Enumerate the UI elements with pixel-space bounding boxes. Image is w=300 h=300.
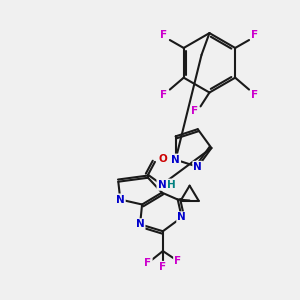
Text: F: F bbox=[160, 89, 167, 100]
Text: F: F bbox=[174, 256, 181, 266]
Text: F: F bbox=[251, 89, 259, 100]
Text: N: N bbox=[158, 180, 166, 190]
Text: N: N bbox=[171, 155, 180, 165]
Text: F: F bbox=[160, 30, 167, 40]
Text: F: F bbox=[145, 258, 152, 268]
Text: H: H bbox=[167, 180, 176, 190]
Text: N: N bbox=[194, 162, 202, 172]
Text: N: N bbox=[116, 194, 125, 205]
Text: F: F bbox=[191, 106, 198, 116]
Text: O: O bbox=[158, 154, 167, 164]
Text: N: N bbox=[177, 212, 186, 222]
Text: F: F bbox=[159, 262, 167, 272]
Text: N: N bbox=[136, 219, 145, 229]
Text: F: F bbox=[251, 30, 259, 40]
